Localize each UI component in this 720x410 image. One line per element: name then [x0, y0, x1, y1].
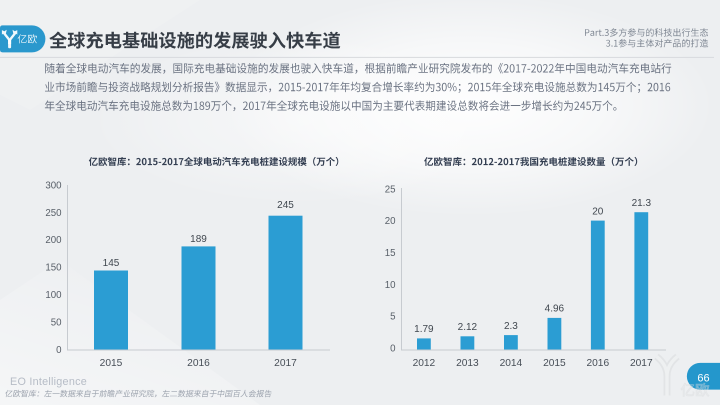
svg-text:EO Intelligence: EO Intelligence	[10, 376, 87, 388]
svg-text:0: 0	[390, 343, 396, 354]
svg-text:100: 100	[45, 290, 62, 301]
svg-text:150: 150	[45, 263, 62, 274]
svg-text:21.3: 21.3	[632, 198, 652, 209]
svg-text:145: 145	[103, 258, 120, 269]
svg-text:2.3: 2.3	[504, 321, 518, 332]
svg-text:200: 200	[45, 235, 62, 246]
svg-text:1.79: 1.79	[414, 324, 434, 335]
svg-text:2013: 2013	[456, 358, 479, 369]
svg-text:4.96: 4.96	[545, 304, 565, 315]
svg-text:10: 10	[385, 280, 396, 291]
svg-text:50: 50	[51, 318, 62, 329]
svg-text:2014: 2014	[500, 358, 523, 369]
svg-text:66: 66	[697, 372, 709, 384]
svg-text:250: 250	[45, 208, 62, 219]
svg-text:20: 20	[385, 216, 396, 227]
svg-text:20: 20	[592, 206, 604, 217]
svg-text:2017: 2017	[274, 358, 297, 369]
svg-text:2015: 2015	[543, 358, 566, 369]
svg-text:0: 0	[56, 345, 62, 356]
svg-text:300: 300	[45, 180, 62, 191]
svg-text:15: 15	[385, 248, 396, 259]
svg-text:2016: 2016	[586, 358, 609, 369]
svg-text:2015: 2015	[100, 358, 123, 369]
svg-text:25: 25	[385, 184, 396, 195]
svg-text:2016: 2016	[187, 358, 210, 369]
svg-text:2012: 2012	[413, 358, 436, 369]
svg-text:245: 245	[277, 200, 294, 211]
svg-text:2.12: 2.12	[458, 322, 478, 333]
svg-text:2017: 2017	[630, 358, 653, 369]
svg-text:189: 189	[190, 234, 207, 245]
svg-text:5: 5	[390, 312, 395, 323]
